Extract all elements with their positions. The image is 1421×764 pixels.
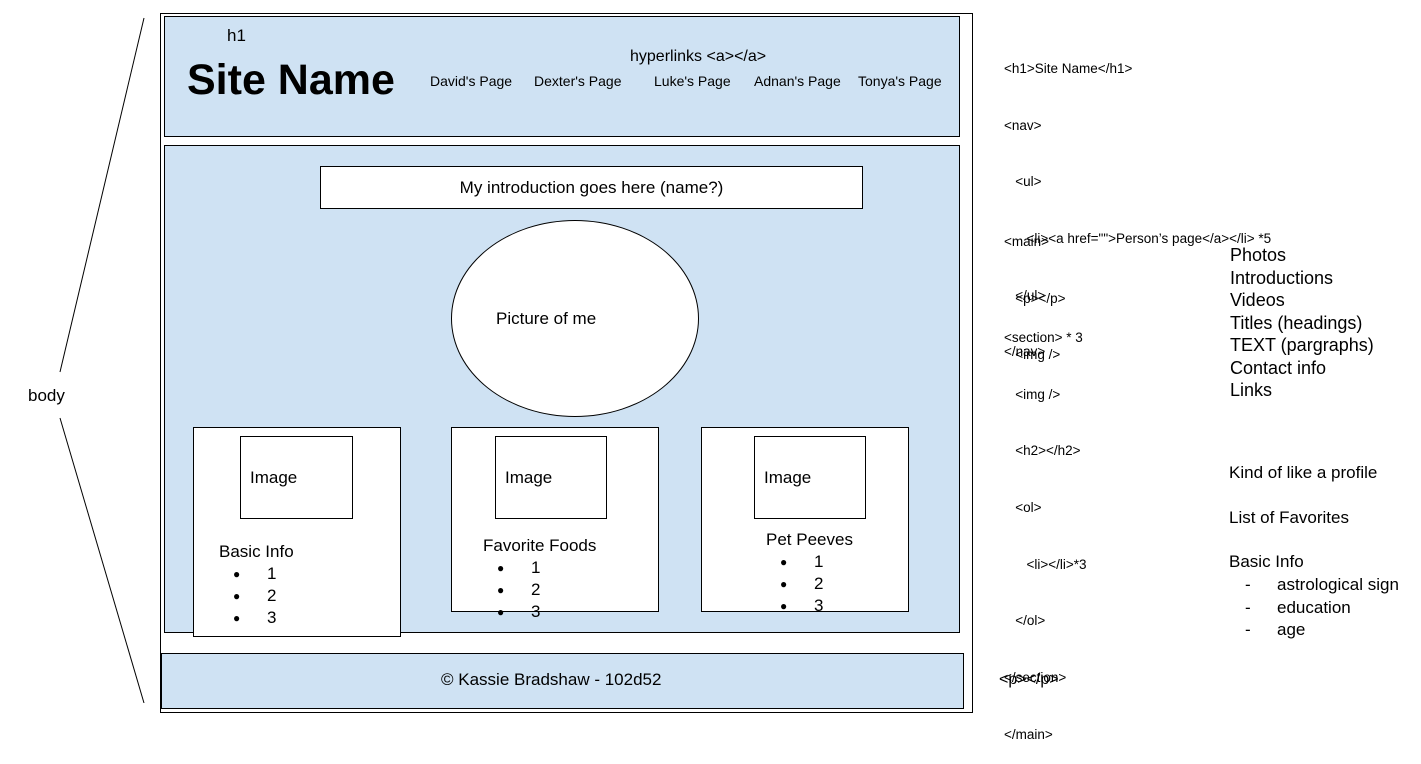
- code-line: <main>: [1004, 233, 1050, 249]
- basic-info-note-list: - astrological sign - education - age: [1245, 574, 1399, 642]
- card-image-label: Image: [764, 468, 812, 487]
- code-notes-header: <h1>Site Name</h1> <nav> <ul> <li><a hre…: [1004, 22, 1271, 381]
- basic-info-note-item: - astrological sign: [1245, 575, 1399, 594]
- body-bracket-top-line: [59, 17, 145, 373]
- intro-text: My introduction goes here (name?): [459, 177, 724, 197]
- content-list-item: Links: [1230, 380, 1273, 400]
- nav-link-adnan[interactable]: Adnan's Page: [754, 73, 841, 89]
- code-line: <ul>: [1004, 174, 1042, 190]
- code-line: </nav>: [1004, 344, 1046, 360]
- content-list-item: Photos: [1230, 245, 1287, 265]
- card-title-pet-peeves: Pet Peeves: [766, 530, 853, 549]
- card-image-label: Image: [505, 468, 553, 487]
- code-line: </ul>: [1004, 287, 1046, 303]
- site-name-heading: Site Name: [187, 56, 395, 104]
- profile-note: Kind of like a profile: [1229, 463, 1378, 482]
- card-list-basic-info: 1 2 3: [219, 563, 276, 629]
- nav-link-luke[interactable]: Luke's Page: [654, 73, 731, 89]
- content-list: Photos Introductions Videos Titles (head…: [1230, 244, 1374, 402]
- code-line: <img />: [1004, 386, 1061, 402]
- code-line: </section>: [1004, 670, 1067, 686]
- body-bracket-bottom-line: [59, 417, 145, 703]
- profile-picture-circle: [451, 220, 699, 417]
- body-label: body: [28, 386, 65, 405]
- card-image-box: [754, 436, 866, 519]
- card-list-pet-peeves: 1 2 3: [766, 551, 823, 617]
- card-image-box: [495, 436, 607, 519]
- nav-link-david[interactable]: David's Page: [430, 73, 513, 89]
- h1-tag-label: h1: [227, 26, 246, 45]
- card-image-box: [240, 436, 353, 519]
- nav-link-tonya[interactable]: Tonya's Page: [858, 73, 942, 89]
- code-line: <li></li>*3: [1004, 556, 1087, 572]
- header-panel: [164, 16, 960, 137]
- code-notes-section: <section> * 3 <img /> <h2></h2> <ol> <li…: [1004, 291, 1087, 764]
- list-item: 3: [219, 607, 276, 629]
- code-notes-footer: <p></p>: [999, 671, 1059, 688]
- content-list-item: Videos: [1230, 290, 1285, 310]
- list-item: 2: [483, 579, 540, 601]
- code-line: <li><a href="">Person’s page</a></li> *5: [1004, 230, 1272, 246]
- list-item: 1: [483, 557, 540, 579]
- content-list-item: Contact info: [1230, 357, 1327, 378]
- code-notes-main: <main> <p></p> <img />: [1004, 195, 1066, 384]
- list-item: 3: [766, 595, 823, 617]
- card-title-favorite-foods: Favorite Foods: [483, 536, 597, 555]
- list-item: 1: [219, 563, 276, 585]
- code-line: </main>: [1004, 726, 1053, 742]
- footer-copyright: © Kassie Bradshaw - 102d52: [441, 670, 662, 689]
- picture-text: Picture of me: [496, 309, 597, 328]
- code-line: <p></p>: [1004, 290, 1066, 306]
- code-line: <img />: [1004, 347, 1061, 363]
- card-title-basic-info: Basic Info: [219, 542, 294, 561]
- list-item: 1: [766, 551, 823, 573]
- code-line: <ol>: [1004, 499, 1042, 515]
- list-item: 2: [219, 585, 276, 607]
- code-line: <nav>: [1004, 117, 1042, 133]
- basic-info-note-title: Basic Info: [1229, 552, 1304, 571]
- list-item: 2: [766, 573, 823, 595]
- card-list-favorite-foods: 1 2 3: [483, 557, 540, 623]
- content-list-item: Introductions: [1230, 267, 1334, 288]
- basic-info-note-item: - education: [1245, 597, 1351, 617]
- card-image-label: Image: [250, 468, 298, 487]
- code-line: <h1>Site Name</h1>: [1004, 60, 1133, 76]
- nav-link-dexter[interactable]: Dexter's Page: [534, 73, 622, 89]
- favorites-note: List of Favorites: [1229, 508, 1349, 527]
- content-list-item: Titles (headings): [1230, 312, 1363, 333]
- list-item: 3: [483, 601, 540, 623]
- intro-paragraph-box: My introduction goes here (name?): [320, 166, 863, 209]
- code-line: <section> * 3: [1004, 329, 1083, 345]
- code-line: </ol>: [1004, 613, 1046, 629]
- basic-info-note-item: - age: [1245, 620, 1306, 639]
- hyperlinks-label: hyperlinks <a></a>: [630, 48, 767, 65]
- content-list-item: TEXT (pargraphs): [1230, 335, 1374, 355]
- footer-panel: [161, 653, 964, 709]
- code-line: <h2></h2>: [1004, 443, 1081, 459]
